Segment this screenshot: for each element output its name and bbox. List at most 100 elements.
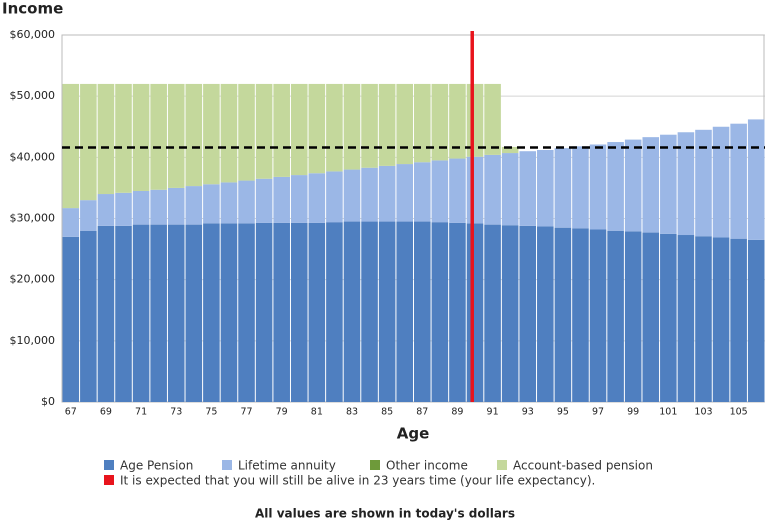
bar-segment <box>414 221 431 402</box>
y-tick-label: $40,000 <box>10 150 56 163</box>
legend-label: Other income <box>386 459 468 473</box>
bar-segment <box>484 224 501 402</box>
y-tick-label: $0 <box>41 395 55 408</box>
bar-segment <box>519 225 537 402</box>
bar-segment <box>308 222 326 402</box>
bar-segment <box>572 146 589 229</box>
bar-segment <box>466 83 484 157</box>
bar-segment <box>431 83 449 161</box>
footnote: All values are shown in today's dollars <box>255 507 515 521</box>
x-tick-label: 67 <box>65 407 77 418</box>
bar-segment <box>431 160 449 223</box>
legend-label: Age Pension <box>120 459 193 473</box>
bar-segment <box>361 221 378 402</box>
legend-swatch <box>222 460 232 470</box>
x-tick-label: 89 <box>451 407 463 418</box>
bar-segment <box>80 230 97 402</box>
bar-segment <box>537 149 554 227</box>
x-axis-title: Age <box>397 425 430 443</box>
bar-segment <box>466 156 484 224</box>
x-tick-label: 81 <box>311 407 323 418</box>
bar-segment <box>501 153 519 226</box>
bar-segment <box>747 119 765 240</box>
bar-segment <box>519 151 537 226</box>
bar-segment <box>695 129 712 237</box>
bar-segment <box>554 148 572 228</box>
x-tick-label: 91 <box>487 407 499 418</box>
bar-segment <box>115 83 132 193</box>
bar-segment <box>326 222 343 402</box>
x-tick-label: 75 <box>205 407 217 418</box>
bar-segment <box>396 221 413 402</box>
bar-segment <box>238 83 255 181</box>
y-tick-label: $60,000 <box>10 28 56 41</box>
x-tick-label: 69 <box>100 407 112 418</box>
bar-segment <box>203 184 220 224</box>
x-tick-label: 103 <box>694 407 712 418</box>
bar-segment <box>185 83 203 187</box>
bar-segment <box>712 126 730 238</box>
bar-segment <box>660 134 677 234</box>
legend-swatch <box>370 460 380 470</box>
bar-segment <box>747 239 765 402</box>
legend-label: Account-based pension <box>513 459 653 473</box>
bar-segment <box>255 222 273 402</box>
x-tick-label: 83 <box>346 407 358 418</box>
bar-segment <box>220 83 238 183</box>
bar-segment <box>449 222 466 402</box>
bar-segment <box>730 238 747 402</box>
x-tick-label: 99 <box>627 407 639 418</box>
bar-segment <box>273 222 290 402</box>
bar-segment <box>624 231 642 402</box>
bar-segment <box>396 164 413 222</box>
bar-segment <box>62 236 80 402</box>
bar-segment <box>132 224 150 402</box>
bar-segment <box>97 194 115 226</box>
bar-segment <box>554 227 572 402</box>
y-tick-label: $50,000 <box>10 89 56 102</box>
bar-segment <box>62 208 80 237</box>
x-tick-label: 105 <box>730 407 748 418</box>
bar-segment <box>677 235 695 402</box>
bar-segment <box>607 230 624 402</box>
bar-segment <box>167 83 185 188</box>
bar-segment <box>449 83 466 159</box>
bar-segment <box>624 139 642 232</box>
bar-segment <box>466 223 484 402</box>
bar-segment <box>343 83 361 170</box>
bar-segment <box>290 83 308 176</box>
bar-segment <box>290 175 308 223</box>
x-tick-label: 79 <box>276 407 288 418</box>
bar-segment <box>361 83 378 168</box>
legend-swatch <box>497 460 507 470</box>
bar-segment <box>238 223 255 402</box>
bar-segment <box>185 224 203 402</box>
x-tick-label: 95 <box>557 407 569 418</box>
x-tick-label: 87 <box>416 407 428 418</box>
bar-segment <box>273 83 290 177</box>
bar-segment <box>414 83 431 163</box>
bar-segment <box>730 123 747 239</box>
bar-segment <box>396 83 413 165</box>
bar-segment <box>378 165 396 222</box>
bar-segment <box>132 83 150 191</box>
bar-segment <box>97 225 115 402</box>
bar-segment <box>97 83 115 195</box>
bar-segment <box>203 223 220 402</box>
x-tick-label: 73 <box>170 407 182 418</box>
bar-segment <box>203 83 220 185</box>
bar-segment <box>80 83 97 201</box>
bar-segment <box>589 229 607 402</box>
bar-segment <box>378 221 396 402</box>
legend-swatch <box>104 475 114 485</box>
bar-segment <box>537 226 554 402</box>
bar-segment <box>167 187 185 225</box>
legend-label: Lifetime annuity <box>238 459 336 473</box>
bar-segment <box>273 176 290 223</box>
bar-segment <box>589 144 607 230</box>
legend-label: It is expected that you will still be al… <box>120 474 595 488</box>
bar-segment <box>255 83 273 179</box>
bar-segment <box>677 132 695 236</box>
bar-segment <box>607 142 624 231</box>
